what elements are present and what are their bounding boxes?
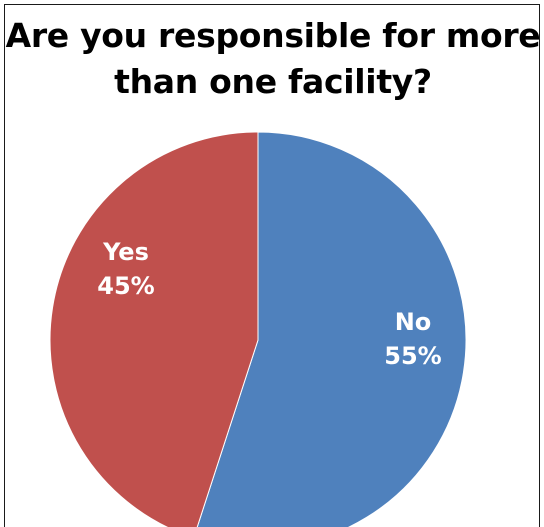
pie-chart: No 55% Yes 45%	[49, 131, 467, 527]
slice-value-yes: 45%	[97, 272, 154, 300]
chart-title: Are you responsible for more than one fa…	[5, 13, 540, 105]
slice-value-no: 55%	[384, 342, 441, 370]
pie-slice-no	[196, 131, 467, 527]
slice-label-yes: Yes	[102, 238, 149, 266]
chart-title-line-1: Are you responsible for more	[5, 16, 540, 55]
chart-frame: Are you responsible for more than one fa…	[4, 4, 540, 527]
pie-slice-yes	[49, 131, 259, 527]
slice-label-no: No	[395, 308, 432, 336]
chart-title-line-2: than one facility?	[114, 62, 432, 101]
